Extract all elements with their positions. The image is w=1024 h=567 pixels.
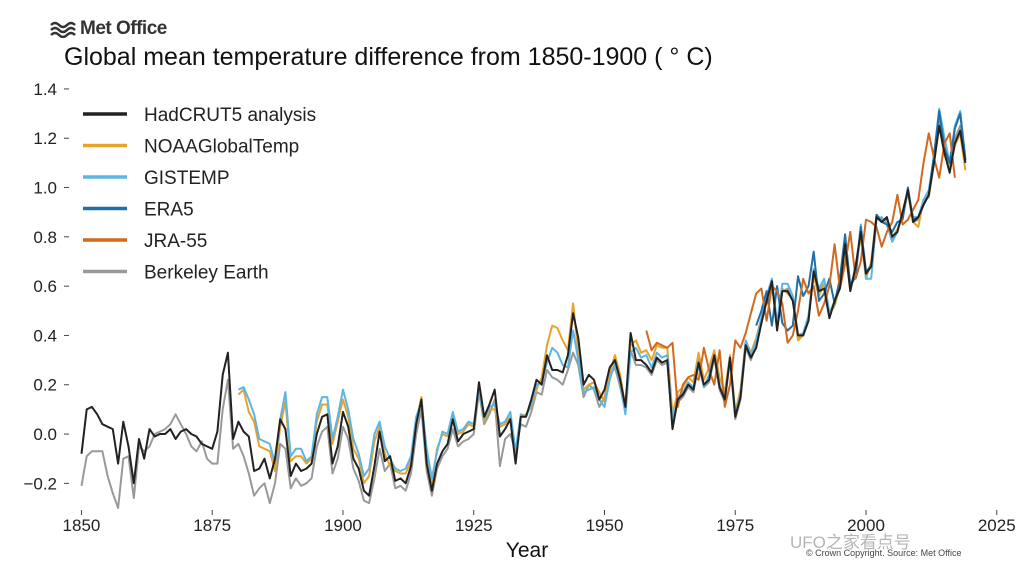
- x-tick-label: 1975: [716, 516, 754, 535]
- x-tick-label: 1875: [193, 516, 231, 535]
- legend-label: JRA-55: [144, 231, 207, 252]
- x-tick-label: 1900: [324, 516, 362, 535]
- brand-header: Met Office: [50, 18, 167, 40]
- y-tick-label: 0.8: [33, 228, 57, 247]
- y-tick-label: 0.4: [33, 326, 57, 345]
- copyright-note: © Crown Copyright. Source: Met Office: [806, 548, 962, 558]
- series-line-era5: [755, 110, 967, 332]
- series-line-noaaglobaltemp: [237, 124, 967, 485]
- brand-name: Met Office: [80, 18, 167, 39]
- y-tick-label: −0.2: [23, 474, 57, 493]
- series-layer: [80, 107, 967, 509]
- legend-label: GISTEMP: [144, 168, 230, 189]
- legend-label: ERA5: [144, 200, 194, 221]
- x-tick-label: 2000: [847, 516, 885, 535]
- series-line-jra-55: [645, 132, 956, 408]
- y-tick-label: 0.6: [33, 277, 57, 296]
- y-tick-label: 0.0: [33, 425, 57, 444]
- chart-axes: −0.2 0.0 0.2 0.4 0.6 0.8 1.0 1.2 1.4 1850 1875 1900…: [23, 80, 1015, 535]
- chart-title: Global mean temperature difference from …: [64, 43, 713, 71]
- x-axis-label: Year: [506, 539, 548, 562]
- x-tick-label: 1925: [455, 516, 493, 535]
- watermark: UFO之家看点号: [790, 533, 911, 552]
- legend-label: NOAAGlobalTemp: [144, 137, 299, 158]
- x-tick-label: 1950: [586, 516, 624, 535]
- x-tick-label: 1850: [63, 516, 101, 535]
- y-tick-label: 0.2: [33, 376, 57, 395]
- chart-legend: HadCRUT5 analysis NOAAGlobalTemp GISTEMP ER…: [83, 105, 316, 284]
- legend-label: Berkeley Earth: [144, 263, 269, 284]
- y-tick-label: 1.0: [33, 179, 57, 198]
- met-office-wave-logo-icon: [50, 21, 76, 38]
- legend-label: HadCRUT5 analysis: [144, 105, 316, 126]
- y-tick-label: 1.2: [33, 129, 57, 148]
- y-tick-label: 1.4: [33, 80, 57, 99]
- series-line-hadcrut5-analysis: [80, 124, 967, 497]
- x-tick-label: 2025: [978, 516, 1016, 535]
